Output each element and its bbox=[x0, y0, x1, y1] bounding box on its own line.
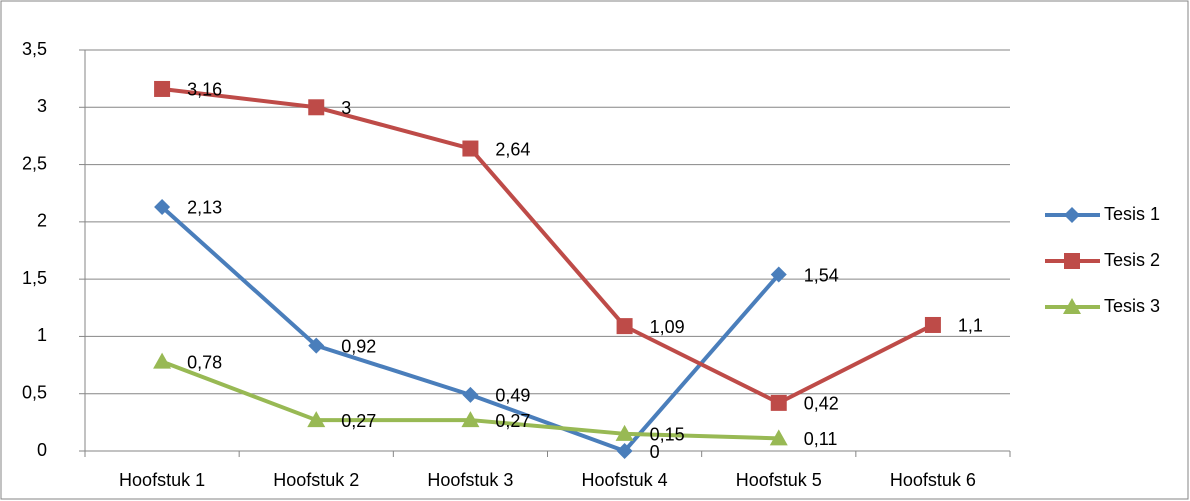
data-label: 3,16 bbox=[187, 80, 222, 100]
data-point bbox=[308, 337, 325, 354]
data-point bbox=[461, 411, 480, 428]
y-tick-label: 3,5 bbox=[22, 39, 47, 59]
legend-label: Tesis 3 bbox=[1104, 296, 1160, 316]
data-label: 0,92 bbox=[341, 336, 376, 356]
data-label: 3 bbox=[341, 98, 351, 118]
data-point bbox=[770, 394, 787, 411]
y-tick-label: 2,5 bbox=[22, 153, 47, 173]
data-point bbox=[770, 266, 787, 283]
series-line bbox=[161, 86, 934, 405]
data-point bbox=[462, 140, 479, 157]
y-tick-label: 0,5 bbox=[22, 382, 47, 402]
x-tick-label: Hoofstuk 4 bbox=[582, 470, 668, 490]
x-tick-label: Hoofstuk 2 bbox=[273, 470, 359, 490]
x-tick-label: Hoofstuk 5 bbox=[736, 470, 822, 490]
data-point bbox=[616, 443, 633, 459]
legend-marker bbox=[1064, 253, 1080, 269]
data-point bbox=[769, 429, 788, 446]
x-tick-label: Hoofstuk 1 bbox=[119, 470, 205, 490]
data-label: 0 bbox=[650, 442, 660, 462]
data-point bbox=[616, 318, 633, 335]
y-tick-label: 1,5 bbox=[22, 268, 47, 288]
data-label: 0,49 bbox=[495, 386, 530, 406]
data-label: 1,1 bbox=[958, 316, 983, 336]
x-tick-label: Hoofstuk 3 bbox=[427, 470, 513, 490]
data-label: 0,78 bbox=[187, 352, 222, 372]
legend-label: Tesis 2 bbox=[1104, 250, 1160, 270]
data-point bbox=[924, 316, 941, 333]
data-label: 0,15 bbox=[650, 425, 685, 445]
data-label: 0,27 bbox=[495, 411, 530, 431]
data-point bbox=[462, 386, 479, 403]
legend-marker bbox=[1063, 298, 1081, 314]
data-point bbox=[154, 80, 171, 97]
y-tick-label: 3 bbox=[37, 96, 47, 116]
data-label: 0,27 bbox=[341, 411, 376, 431]
y-tick-label: 2 bbox=[37, 211, 47, 231]
data-label: 2,64 bbox=[495, 139, 530, 159]
y-tick-label: 0 bbox=[37, 440, 47, 460]
data-label: 1,54 bbox=[804, 265, 839, 285]
x-tick-label: Hoofstuk 6 bbox=[890, 470, 976, 490]
data-point bbox=[308, 99, 325, 116]
legend-label: Tesis 1 bbox=[1104, 204, 1160, 224]
data-label: 2,13 bbox=[187, 198, 222, 218]
data-point bbox=[154, 198, 171, 215]
data-label: 0,42 bbox=[804, 394, 839, 414]
legend-marker bbox=[1064, 207, 1080, 223]
data-point bbox=[153, 352, 172, 369]
data-point bbox=[307, 411, 326, 428]
y-tick-label: 1 bbox=[37, 325, 47, 345]
data-label: 1,09 bbox=[650, 317, 685, 337]
data-label: 0,11 bbox=[804, 429, 838, 449]
data-point bbox=[615, 424, 634, 441]
